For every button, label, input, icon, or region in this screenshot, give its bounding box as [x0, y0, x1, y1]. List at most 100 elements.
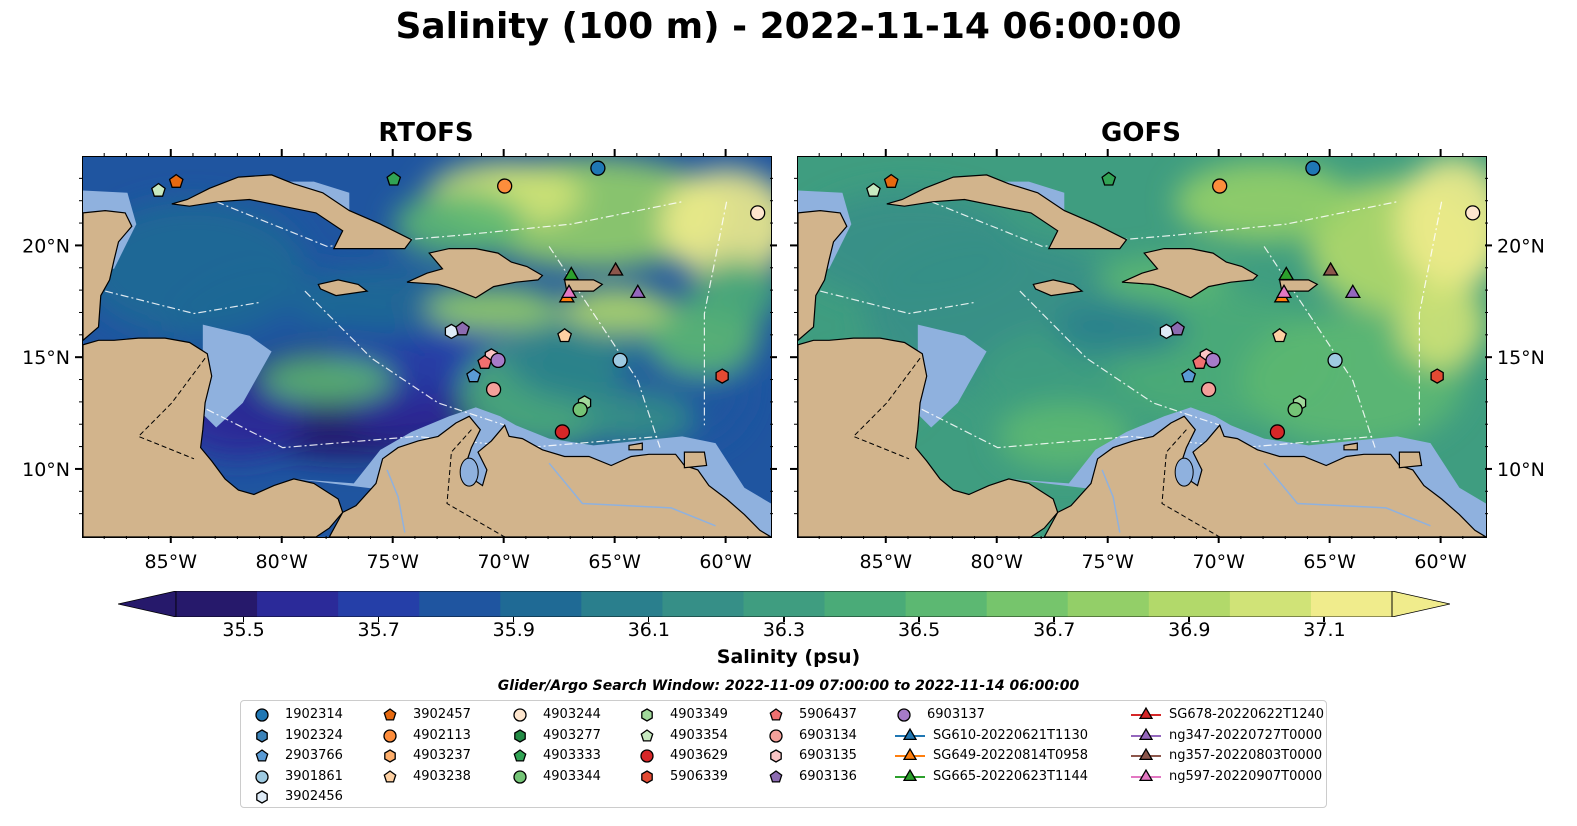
- land-hispaniola: [1121, 247, 1259, 299]
- land-trinidad: [1398, 451, 1423, 469]
- legend-label: 4903244: [543, 707, 601, 722]
- platform-marker-ng597-20220907T0000[interactable]: [1275, 283, 1293, 299]
- platform-marker-SG665-20220623T1144[interactable]: [1278, 266, 1295, 281]
- land-cuba: [171, 174, 413, 250]
- legend-label: 4903237: [413, 748, 471, 763]
- circle-marker-icon: [513, 769, 527, 784]
- platform-marker-4903354[interactable]: [151, 182, 166, 197]
- platform-marker-4903344[interactable]: [1287, 401, 1303, 418]
- colorbar-tick: [1188, 617, 1190, 622]
- rtofs-salinity-map: [83, 157, 771, 537]
- platform-marker-3902457[interactable]: [168, 173, 184, 188]
- platform-marker-2903766[interactable]: [1181, 368, 1197, 383]
- colorbar-tick-label: 36.5: [897, 619, 941, 641]
- platform-marker-6903134[interactable]: [485, 381, 502, 398]
- colorbar-segment: [1229, 591, 1312, 617]
- platform-marker-4903629[interactable]: [554, 424, 571, 440]
- pentagon-marker-icon: [640, 728, 654, 742]
- platform-marker-4902113[interactable]: [497, 178, 513, 194]
- triangle-marker-icon: [1131, 727, 1161, 740]
- circle-marker-icon: [513, 708, 527, 722]
- land-hispaniola: [406, 247, 544, 299]
- platform-marker-6903136[interactable]: [455, 321, 470, 336]
- colorbar-segment: [419, 591, 501, 617]
- platform-marker-4903344[interactable]: [572, 401, 588, 418]
- platform-marker-ng347-20220727T0000[interactable]: [629, 283, 646, 299]
- platform-marker-3901861[interactable]: [1327, 352, 1343, 369]
- platform-marker-3901861[interactable]: [612, 352, 628, 369]
- legend-label: SG678-20220622T1240: [1169, 707, 1325, 722]
- colorbar-tick-label: 35.9: [492, 619, 535, 641]
- platform-marker-ng597-20220907T0000[interactable]: [560, 283, 578, 299]
- pentagon-marker-icon: [383, 769, 397, 783]
- platform-marker-6903137[interactable]: [490, 352, 506, 369]
- colorbar-tick: [783, 617, 785, 622]
- lat-tick-label: 15°N: [22, 347, 70, 369]
- lon-tick-label: 70°W: [477, 551, 530, 573]
- colorbar-tick: [647, 617, 650, 622]
- platform-legend: 1902314 1902324 2903766 3901861 3902456 39024…: [240, 700, 1327, 808]
- rtofs-panel-title: RTOFS: [378, 118, 474, 148]
- gofs-map-panel[interactable]: [797, 156, 1487, 538]
- platform-marker-ng357-20220803T0000[interactable]: [1322, 261, 1339, 276]
- salinity-colorbar: [118, 591, 1450, 617]
- land-jamaica: [317, 279, 369, 297]
- lat-tick-label: 15°N: [1497, 347, 1545, 369]
- rtofs-map-panel[interactable]: [82, 156, 772, 538]
- legend-label: 4902113: [413, 727, 471, 743]
- platform-marker-1902314[interactable]: [590, 160, 606, 176]
- search-window-text: Glider/Argo Search Window: 2022-11-09 07…: [497, 678, 1080, 694]
- legend-label: 4903629: [670, 748, 728, 763]
- platform-marker-ng347-20220727T0000[interactable]: [1344, 283, 1361, 299]
- circle-marker-icon: [255, 708, 269, 722]
- lon-tick-label: 75°W: [1081, 551, 1134, 573]
- colorbar-segment: [1067, 591, 1150, 617]
- platform-marker-4902113[interactable]: [1212, 178, 1228, 194]
- lat-tick-label: 20°N: [22, 235, 70, 257]
- colorbar-label: Salinity (psu): [716, 646, 861, 668]
- colorbar-segment: [338, 591, 420, 617]
- colorbar-tick: [377, 617, 380, 622]
- platform-marker-6903136[interactable]: [1170, 321, 1185, 336]
- lon-tick-label: 80°W: [971, 551, 1024, 573]
- lat-tick-label: 20°N: [1497, 235, 1545, 257]
- legend-label: SG610-20220621T1130: [933, 727, 1089, 743]
- platform-marker-4903629[interactable]: [1269, 424, 1286, 440]
- platform-marker-2903766[interactable]: [466, 368, 482, 383]
- triangle-marker-icon: [895, 768, 925, 781]
- colorbar-tick-label: 36.1: [627, 619, 671, 641]
- circle-marker-icon: [897, 708, 911, 722]
- colorbar-segment: [581, 591, 663, 617]
- platform-marker-3902457[interactable]: [883, 173, 899, 188]
- platform-marker-4903238[interactable]: [1272, 327, 1288, 343]
- colorbar-tick: [242, 617, 245, 622]
- land-yucatan: [83, 209, 133, 342]
- hexagon-marker-icon: [641, 708, 653, 722]
- legend-label: 5906339: [670, 768, 728, 784]
- platform-marker-6903134[interactable]: [1200, 381, 1217, 398]
- lon-tick-label: 80°W: [256, 551, 309, 573]
- legend-label: 4903349: [670, 707, 728, 722]
- legend-label: 4903238: [413, 768, 471, 784]
- platform-marker-SG665-20220623T1144[interactable]: [563, 266, 580, 281]
- colorbar-tick-label: 36.7: [1033, 619, 1076, 641]
- lon-tick-label: 65°W: [588, 551, 641, 573]
- pentagon-marker-icon: [513, 749, 527, 762]
- platform-marker-4903354[interactable]: [866, 182, 881, 197]
- platform-marker-ng357-20220803T0000[interactable]: [607, 261, 624, 276]
- platform-marker-4903244[interactable]: [1465, 205, 1481, 221]
- platform-marker-1902314[interactable]: [1305, 160, 1321, 176]
- platform-marker-4903238[interactable]: [557, 327, 573, 343]
- platform-marker-5906437[interactable]: [1192, 354, 1208, 369]
- platform-marker-6903137[interactable]: [1205, 352, 1221, 369]
- platform-marker-5906339[interactable]: [715, 368, 729, 384]
- colorbar-tick-label: 37.1: [1303, 619, 1346, 641]
- platform-marker-4903333[interactable]: [386, 171, 402, 186]
- land-centralAmerica: [83, 337, 344, 537]
- platform-marker-4903333[interactable]: [1101, 171, 1117, 186]
- lon-tick-label: 60°W: [699, 551, 752, 573]
- platform-marker-5906437[interactable]: [477, 354, 493, 369]
- platform-marker-4903244[interactable]: [750, 205, 766, 221]
- platform-marker-5906339[interactable]: [1430, 368, 1444, 384]
- legend-label: ng357-20220803T0000: [1169, 748, 1323, 763]
